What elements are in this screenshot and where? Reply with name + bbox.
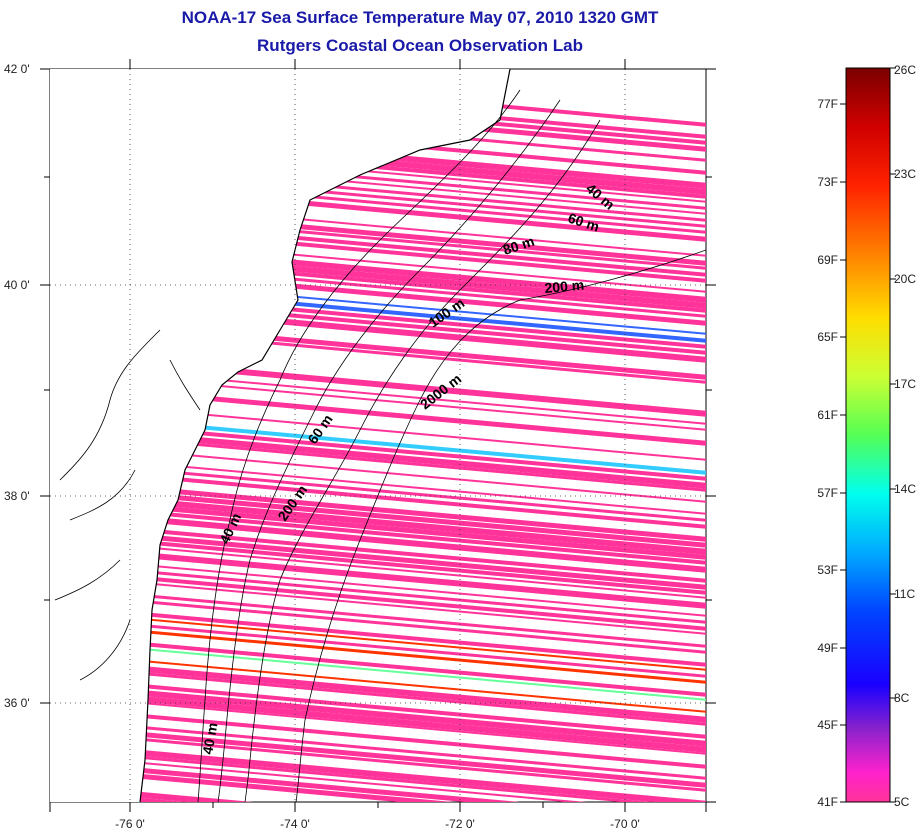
contour-slope <box>295 249 706 802</box>
sst-scanline <box>120 616 706 671</box>
colorbar-f-label: 45F <box>817 718 838 732</box>
sst-scanline <box>120 766 520 802</box>
sst-scanline <box>120 658 706 713</box>
sst-scanline <box>120 748 706 802</box>
colorbar-c-label: 14C <box>894 482 916 496</box>
sst-scanline <box>120 682 706 739</box>
colorbar-f-label: 77F <box>817 97 838 111</box>
colorbar-f-label: 49F <box>817 641 838 655</box>
colorbar-c-label: 5C <box>894 795 910 809</box>
sst-scanline <box>120 376 706 431</box>
sst-scanline <box>120 502 706 560</box>
sst-scanline <box>120 670 706 726</box>
sst-scanline <box>120 526 706 583</box>
colorbar-c-label: 11C <box>894 587 915 601</box>
colorbar-f-label: 53F <box>817 563 838 577</box>
sst-scanline <box>120 472 706 529</box>
sst-scanline <box>120 508 706 565</box>
sst-scanline <box>120 760 587 802</box>
colorbar-ticks <box>840 67 896 803</box>
sst-scanline <box>120 700 706 755</box>
lon-tick-label: -74 0' <box>280 817 310 831</box>
contour-shelf-mid <box>217 99 561 802</box>
sst-scanline <box>120 466 706 522</box>
lat-tick-label: 40 0' <box>4 278 30 292</box>
sst-scanline <box>120 484 706 542</box>
colorbar-f-label: 65F <box>817 330 838 344</box>
sst-scanline <box>120 664 706 723</box>
sst-scanline <box>120 562 706 617</box>
contour-shelf-inner <box>197 89 521 802</box>
sst-scanline <box>120 496 706 555</box>
colorbar-f-label: 57F <box>817 486 838 500</box>
colorbar-c-label: 20C <box>894 272 916 286</box>
coastline <box>139 69 511 802</box>
sst-scanline <box>120 688 706 747</box>
colorbar-f-label: 69F <box>817 253 838 267</box>
contour-label: 40 m <box>199 721 220 755</box>
sst-scanline <box>120 736 706 792</box>
sst-scanline <box>120 538 706 595</box>
sst-scanline <box>120 514 706 573</box>
frame-ticks <box>40 59 716 812</box>
sst-scanline <box>120 730 706 788</box>
sst-scanline <box>120 490 706 548</box>
lat-tick-label: 38 0' <box>4 489 30 503</box>
colorbar-c-label: 8C <box>894 691 910 705</box>
colorbar-c-label: 23C <box>894 167 916 181</box>
lon-tick-label: -76 0' <box>115 817 145 831</box>
lat-tick-label: 42 0' <box>4 62 30 76</box>
colorbar-f-label: 73F <box>817 175 838 189</box>
colorbar-f-label: 61F <box>817 408 838 422</box>
colorbar-f-label: 41F <box>817 795 838 809</box>
sst-scanline <box>120 568 706 624</box>
sst-scanline <box>120 724 706 780</box>
sst-scanline <box>120 646 706 701</box>
sst-scanline <box>120 418 706 475</box>
colorbar-c-label: 17C <box>894 377 916 391</box>
sst-scanline <box>120 628 706 684</box>
sst-swath <box>50 69 706 802</box>
sst-scanline <box>120 424 706 481</box>
colorbar <box>845 67 891 803</box>
sst-scanline <box>120 580 706 635</box>
lon-tick-label: -72 0' <box>445 817 475 831</box>
inland-lines <box>54 329 201 681</box>
sst-scanline <box>120 640 706 697</box>
sst-scanline <box>120 712 706 769</box>
sst-scanline <box>120 598 706 654</box>
sst-scanline <box>120 574 706 631</box>
lon-tick-label: -70 0' <box>610 817 640 831</box>
sst-scanline <box>120 388 706 446</box>
map-subtitle: Rutgers Coastal Ocean Observation Lab <box>257 36 583 55</box>
sst-scanline <box>120 772 454 802</box>
sst-scanline <box>120 790 254 802</box>
sst-scanline <box>120 430 706 489</box>
sst-scanline <box>120 406 706 461</box>
sst-scanline <box>120 358 706 417</box>
sst-scanline <box>120 694 706 753</box>
sst-scanline <box>120 610 706 667</box>
lat-tick-label: 36 0' <box>4 696 30 710</box>
sst-scanline <box>120 592 706 648</box>
sst-scanline <box>120 544 706 599</box>
sst-scanline <box>120 448 706 503</box>
contour-shelf-edge <box>244 119 601 802</box>
map-title: NOAA-17 Sea Surface Temperature May 07, … <box>181 8 659 27</box>
sst-scanline <box>120 754 654 802</box>
sst-scanline <box>120 436 706 492</box>
contour-label: 200 m <box>544 277 585 296</box>
sst-scanline <box>120 370 706 425</box>
sst-scanline <box>120 460 706 515</box>
sst-scanline <box>120 532 706 590</box>
graticule <box>50 69 706 802</box>
land-mask <box>50 69 510 802</box>
sst-scanline <box>120 550 706 609</box>
colorbar-c-label: 26C <box>894 63 916 77</box>
